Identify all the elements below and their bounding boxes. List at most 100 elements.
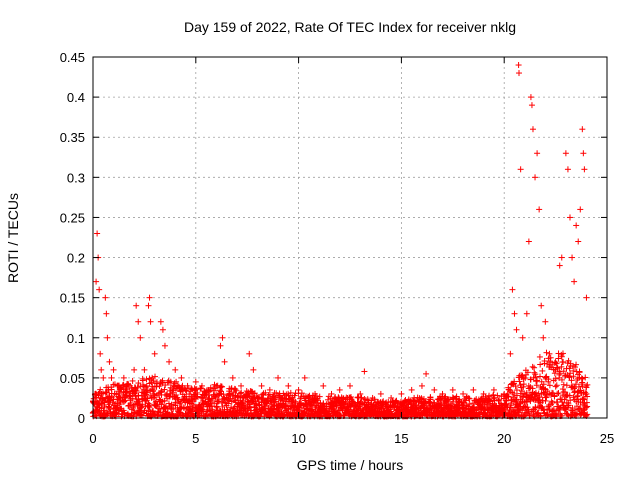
data-point (554, 390, 561, 397)
data-point (141, 366, 148, 373)
data-point (575, 383, 582, 390)
data-point (480, 401, 487, 408)
data-point (540, 334, 547, 341)
data-point (575, 238, 582, 245)
data-point (567, 397, 574, 404)
data-point (94, 230, 101, 237)
data-point (121, 398, 128, 405)
data-point (524, 369, 531, 376)
data-point (168, 401, 175, 408)
data-point (143, 376, 150, 383)
data-point (102, 294, 109, 301)
data-point (569, 254, 576, 261)
data-point (361, 368, 368, 375)
data-point (243, 394, 250, 401)
data-point (555, 390, 562, 397)
data-point (583, 404, 590, 411)
data-point (532, 389, 539, 396)
data-point (519, 334, 526, 341)
data-point (553, 382, 560, 389)
data-point (147, 318, 154, 325)
data-point (192, 378, 199, 385)
data-point (133, 388, 140, 395)
data-point (516, 400, 523, 407)
y-tick-label: 0.45 (60, 50, 85, 65)
data-point (357, 390, 364, 397)
data-point (560, 368, 567, 375)
data-point (496, 396, 503, 403)
data-point (566, 214, 573, 221)
data-point (528, 102, 535, 109)
y-tick-label: 0.4 (67, 90, 85, 105)
data-point (232, 386, 239, 393)
data-point (534, 150, 541, 157)
data-point (545, 378, 552, 385)
data-point (564, 166, 571, 173)
axis-ticks (92, 56, 608, 419)
data-point (347, 382, 353, 389)
data-point (173, 391, 180, 398)
data-point (145, 302, 152, 309)
data-point (527, 94, 534, 101)
data-point (542, 318, 549, 325)
data-point (251, 390, 258, 397)
data-point (169, 387, 176, 394)
data-point (539, 367, 546, 374)
data-point (560, 381, 567, 388)
data-point (552, 375, 559, 382)
data-point (558, 353, 565, 360)
data-point (96, 408, 103, 415)
data-point (342, 398, 349, 405)
data-point (250, 397, 257, 404)
data-point (536, 394, 543, 401)
data-point (328, 390, 335, 397)
data-point (292, 398, 299, 405)
data-point (583, 294, 590, 301)
data-point (106, 358, 113, 365)
data-point (93, 278, 100, 285)
data-point (208, 403, 215, 410)
data-point (462, 397, 469, 404)
data-point (560, 358, 567, 365)
data-point (225, 400, 232, 407)
data-point (580, 407, 587, 414)
data-point (543, 349, 550, 356)
data-point (121, 409, 128, 416)
data-point (167, 378, 174, 385)
data-point (178, 374, 185, 381)
data-point (309, 406, 316, 413)
data-point (576, 368, 583, 375)
data-point (520, 383, 527, 390)
data-point (149, 374, 156, 381)
grid (93, 57, 607, 418)
data-point (551, 393, 558, 400)
data-point (570, 373, 577, 380)
chart-title: Day 159 of 2022, Rate Of TEC Index for r… (184, 19, 516, 35)
data-point (136, 398, 143, 405)
data-point (509, 286, 516, 293)
data-point (137, 334, 144, 341)
data-point (233, 387, 240, 394)
data-point (165, 400, 172, 407)
data-point (513, 326, 520, 333)
data-point (559, 350, 566, 357)
data-point (552, 383, 559, 390)
data-point (583, 390, 590, 397)
data-point (480, 390, 487, 397)
data-point (246, 350, 253, 357)
data-point (266, 386, 273, 393)
data-point (220, 391, 227, 398)
data-point (570, 367, 577, 374)
data-point (228, 385, 235, 392)
y-tick-label: 0.15 (60, 291, 85, 306)
data-point (262, 389, 269, 396)
data-point (529, 363, 536, 370)
data-point (308, 407, 315, 414)
data-point (355, 394, 362, 401)
data-point (108, 374, 115, 381)
data-point (529, 126, 536, 133)
data-point (170, 405, 177, 412)
x-tick-label: 20 (497, 431, 511, 446)
data-point (158, 401, 165, 408)
